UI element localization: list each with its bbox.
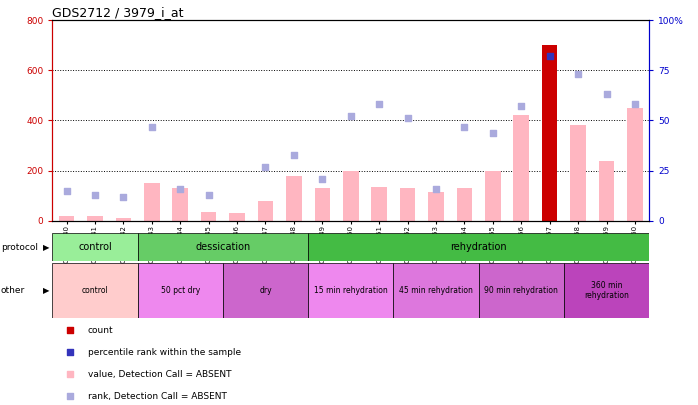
Bar — [485, 171, 500, 221]
Point — [118, 194, 129, 200]
Bar — [116, 218, 131, 221]
Text: 45 min rehydration: 45 min rehydration — [399, 286, 473, 295]
Bar — [343, 171, 359, 221]
Text: rank, Detection Call = ABSENT: rank, Detection Call = ABSENT — [88, 392, 227, 401]
Bar — [456, 188, 473, 221]
Text: percentile rank within the sample: percentile rank within the sample — [88, 348, 241, 357]
Bar — [59, 216, 75, 221]
Text: count: count — [88, 326, 114, 335]
Text: 90 min rehydration: 90 min rehydration — [484, 286, 558, 295]
Point — [203, 192, 214, 198]
Point — [459, 123, 470, 130]
Point — [317, 175, 328, 182]
Point — [64, 371, 75, 377]
Point — [260, 163, 271, 170]
Point — [89, 192, 101, 198]
Bar — [286, 176, 302, 221]
Bar — [542, 45, 558, 221]
Text: 50 pct dry: 50 pct dry — [161, 286, 200, 295]
Bar — [144, 183, 160, 221]
Point — [601, 91, 612, 98]
Point — [516, 103, 527, 110]
Bar — [479, 263, 564, 318]
Point — [402, 115, 413, 122]
Bar — [138, 233, 308, 261]
Bar — [371, 187, 387, 221]
Text: ▶: ▶ — [43, 286, 50, 295]
Bar — [52, 263, 138, 318]
Point — [64, 393, 75, 400]
Text: control: control — [78, 242, 112, 252]
Bar — [570, 126, 586, 221]
Point — [431, 185, 442, 192]
Bar — [229, 213, 245, 221]
Bar — [201, 212, 216, 221]
Bar — [627, 108, 643, 221]
Point — [61, 188, 72, 194]
Point — [146, 123, 157, 130]
Text: ▶: ▶ — [43, 243, 50, 252]
Bar — [400, 188, 415, 221]
Point — [64, 327, 75, 333]
Bar — [172, 188, 188, 221]
Bar — [599, 160, 614, 221]
Text: value, Detection Call = ABSENT: value, Detection Call = ABSENT — [88, 370, 232, 379]
Bar — [52, 233, 138, 261]
Point — [572, 71, 584, 78]
Bar — [514, 115, 529, 221]
Text: protocol: protocol — [1, 243, 38, 252]
Bar — [315, 188, 330, 221]
Point — [64, 349, 75, 356]
Text: 360 min
rehydration: 360 min rehydration — [584, 281, 629, 300]
Point — [345, 113, 356, 120]
Point — [544, 53, 555, 60]
Bar — [428, 192, 444, 221]
Text: control: control — [82, 286, 108, 295]
Bar — [223, 263, 308, 318]
Text: 15 min rehydration: 15 min rehydration — [314, 286, 387, 295]
Text: rehydration: rehydration — [450, 242, 507, 252]
Bar — [394, 263, 479, 318]
Bar — [87, 216, 103, 221]
Text: dry: dry — [259, 286, 272, 295]
Bar — [308, 233, 649, 261]
Bar — [258, 201, 274, 221]
Point — [373, 101, 385, 108]
Bar — [308, 263, 394, 318]
Bar — [138, 263, 223, 318]
Point — [487, 129, 498, 136]
Text: GDS2712 / 3979_i_at: GDS2712 / 3979_i_at — [52, 6, 184, 19]
Text: other: other — [1, 286, 25, 295]
Point — [288, 151, 299, 158]
Bar — [564, 263, 649, 318]
Text: dessication: dessication — [195, 242, 251, 252]
Point — [174, 185, 186, 192]
Point — [630, 101, 641, 108]
